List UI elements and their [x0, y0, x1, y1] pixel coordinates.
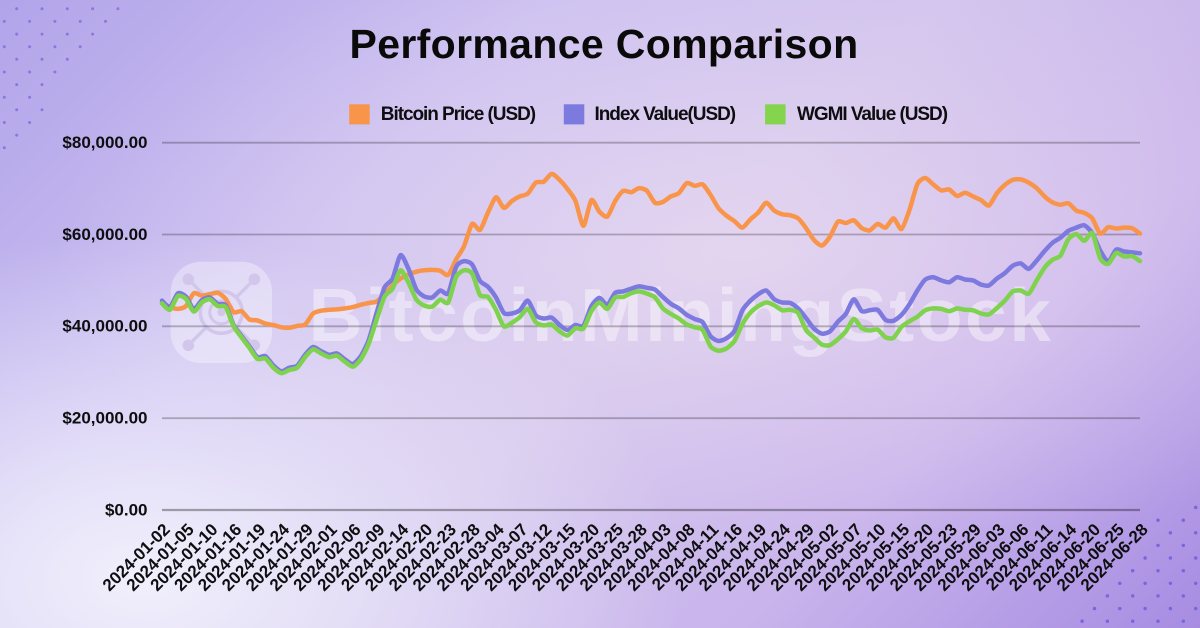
svg-text:BitcoinMiningStock: BitcoinMiningStock: [309, 273, 1054, 357]
svg-text:$0.00: $0.00: [105, 500, 148, 519]
svg-text:$40,000.00: $40,000.00: [62, 317, 147, 336]
svg-text:Index Value(USD): Index Value(USD): [595, 104, 736, 125]
svg-text:Performance Comparison: Performance Comparison: [350, 21, 859, 67]
svg-text:Bitcoin Price (USD): Bitcoin Price (USD): [381, 104, 536, 125]
svg-text:$60,000.00: $60,000.00: [62, 225, 147, 244]
svg-text:WGMI Value (USD): WGMI Value (USD): [797, 104, 948, 125]
svg-text:$20,000.00: $20,000.00: [62, 409, 147, 428]
svg-text:$80,000.00: $80,000.00: [62, 133, 147, 152]
